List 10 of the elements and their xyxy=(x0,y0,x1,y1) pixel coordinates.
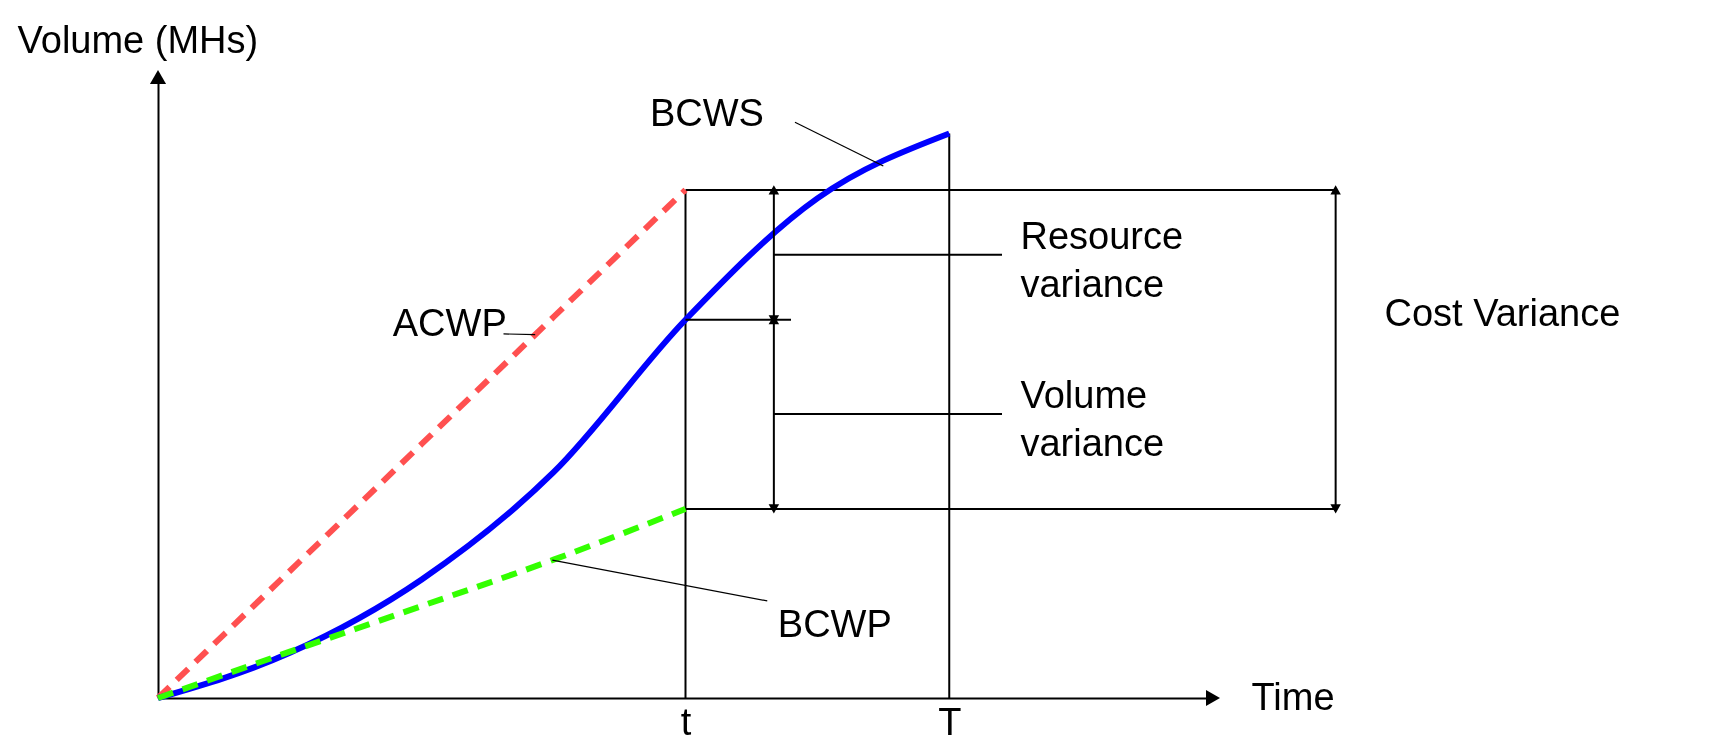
x-tick-label: T xyxy=(938,700,962,743)
y-axis-title: Volume (MHs) xyxy=(17,18,259,61)
series-label: ACWP xyxy=(392,302,507,345)
annotation: Volume variance xyxy=(1020,374,1165,465)
text: Cost Variance xyxy=(1384,292,1621,335)
x-tick-label: t xyxy=(680,700,692,743)
annotation: Resource variance xyxy=(1020,214,1184,305)
x-axis-title: Time xyxy=(1251,675,1335,718)
text: BCWS xyxy=(649,91,764,134)
text: BCWP xyxy=(777,603,892,646)
